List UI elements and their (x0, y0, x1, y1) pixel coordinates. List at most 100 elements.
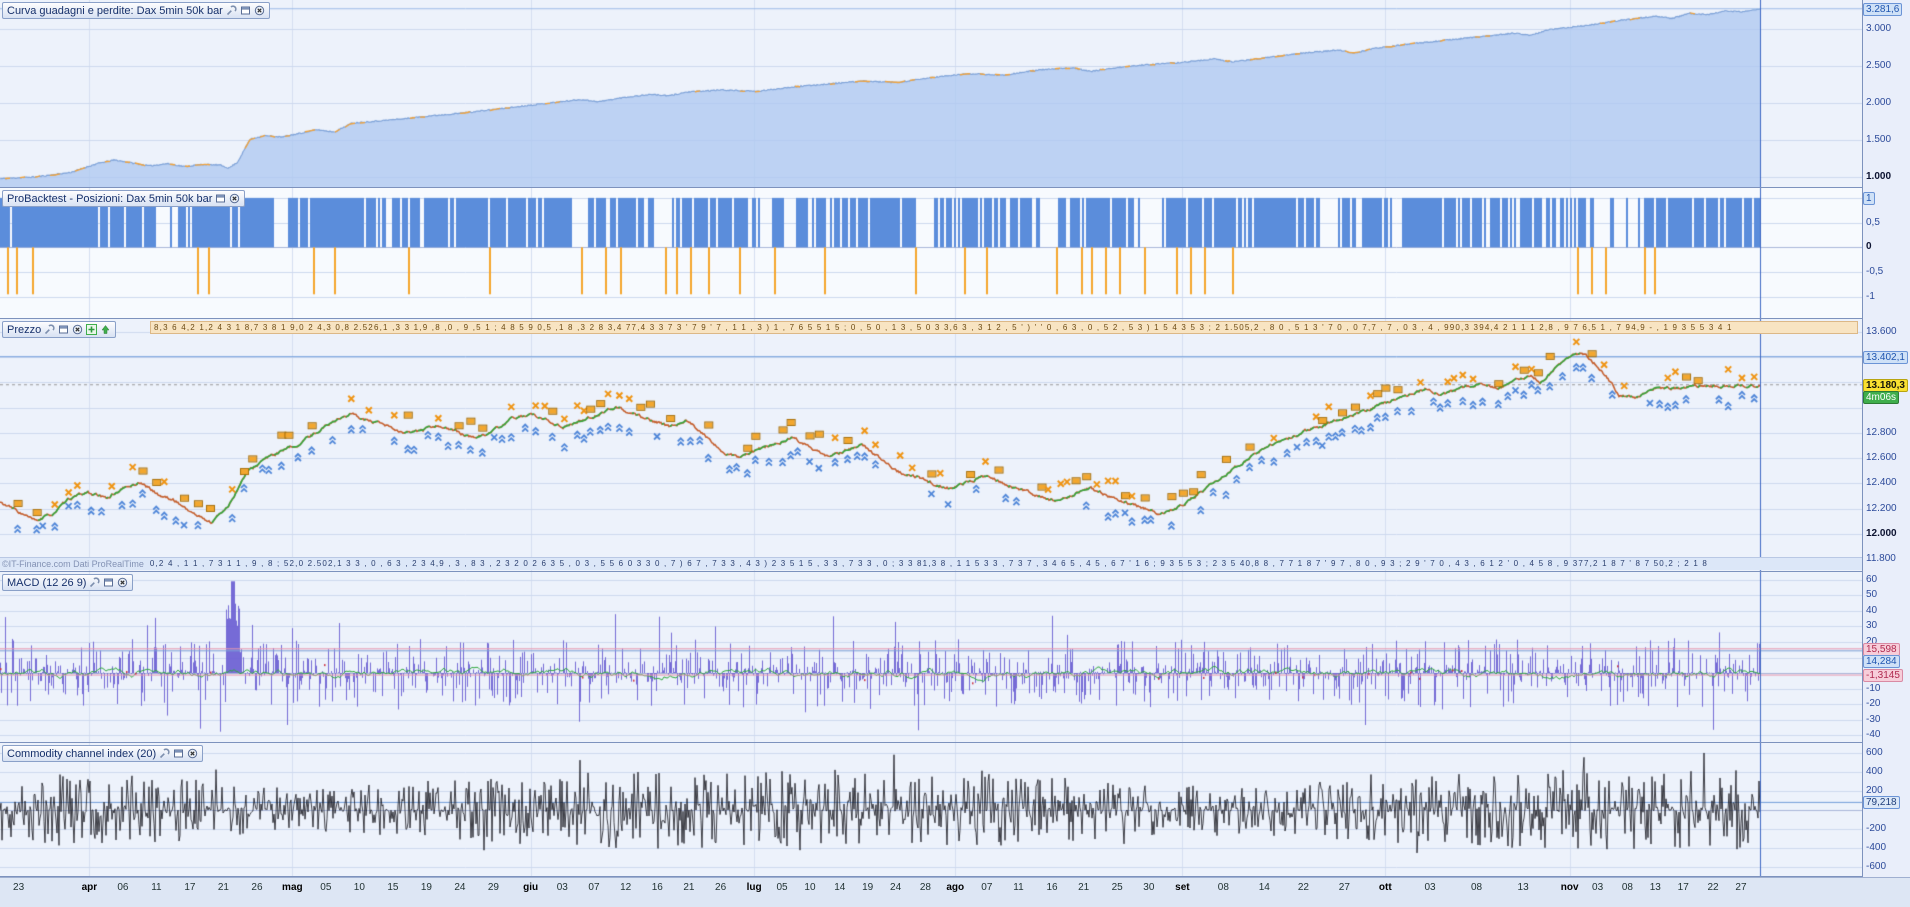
axis-tick-cci: 200 (1866, 784, 1883, 796)
axis-tick-cci: -400 (1866, 842, 1887, 854)
axis-badge-positions: 1 (1863, 191, 1875, 205)
axis-tick-positions: -0,5 (1866, 266, 1884, 278)
macd-chart-canvas[interactable] (0, 572, 1862, 742)
time-label: mag (282, 882, 303, 893)
wrench-icon[interactable] (226, 5, 237, 16)
close-icon[interactable] (187, 748, 198, 759)
axis-tick-cci: 400 (1866, 765, 1883, 777)
axis-tick-positions: -1 (1866, 290, 1875, 302)
close-icon[interactable] (117, 577, 128, 588)
panel-title-macd-label: MACD (12 26 9) (7, 576, 87, 589)
time-label: 19 (420, 882, 432, 893)
panel-title-cci[interactable]: Commodity channel index (20) (2, 745, 204, 762)
price-panel: Prezzo 8,3 6 4,2 1,2 4 3 1 8,7 3 8 1 9,0… (0, 319, 1862, 572)
time-label: 08 (1217, 882, 1229, 893)
time-label: ott (1378, 882, 1392, 893)
time-label: 16 (1046, 882, 1058, 893)
price-chart-canvas[interactable] (0, 319, 1862, 571)
trade-results-values: 0,2 4 , 1 1 , 7 3 1 1 , 9 , 8 ; 52,0 2.5… (149, 559, 1709, 568)
axis-tick-cci: -200 (1866, 823, 1887, 835)
time-label: 14 (1258, 882, 1270, 893)
wrench-icon[interactable] (159, 748, 170, 759)
axis-badge-equity: 3.281,6 (1863, 2, 1903, 16)
maximize-icon[interactable] (58, 324, 69, 335)
time-label: 15 (387, 882, 399, 893)
time-label: 08 (1621, 882, 1633, 893)
time-label: 10 (804, 882, 816, 893)
axis-tick-price: 11.800 (1866, 553, 1896, 565)
panel-title-positions-label: ProBacktest - Posizioni: Dax 5min 50k ba… (7, 192, 213, 205)
axis-tick-equity: 2.500 (1866, 60, 1892, 72)
macd-panel: MACD (12 26 9) (0, 572, 1862, 743)
maximize-icon[interactable] (215, 193, 226, 204)
time-label: 21 (217, 882, 229, 893)
axis-tick-cci: 600 (1866, 746, 1883, 758)
panel-title-equity-label: Curva guadagni e perdite: Dax 5min 50k b… (7, 4, 223, 17)
axis-tick-macd: 50 (1866, 589, 1878, 601)
axis-tick-macd: -30 (1866, 713, 1881, 725)
value-axis-column[interactable]: 3.000 2.500 2.000 1.500 1.000 3.281,6 0,5 0 -0,5… (1862, 0, 1910, 877)
cci-chart-canvas[interactable] (0, 743, 1862, 876)
panel-title-price[interactable]: Prezzo (2, 321, 117, 338)
panel-title-positions[interactable]: ProBacktest - Posizioni: Dax 5min 50k ba… (2, 190, 246, 207)
arrow-up-icon[interactable] (100, 324, 111, 335)
positions-chart-canvas[interactable] (0, 188, 1862, 318)
time-label: 17 (184, 882, 196, 893)
time-label: 24 (454, 882, 466, 893)
axis-tick-equity: 3.000 (1866, 23, 1892, 35)
time-label: 29 (487, 882, 499, 893)
axis-tick-positions: 0 (1866, 241, 1872, 253)
maximize-icon[interactable] (173, 748, 184, 759)
time-label: lug (746, 882, 762, 893)
time-label: 13 (1649, 882, 1661, 893)
close-icon[interactable] (72, 324, 83, 335)
time-label: set (1175, 882, 1190, 893)
time-label: 19 (862, 882, 874, 893)
axis-tick-price: 12.600 (1866, 452, 1897, 464)
panel-title-macd[interactable]: MACD (12 26 9) (2, 574, 134, 591)
time-label: 24 (890, 882, 902, 893)
time-label: 14 (834, 882, 846, 893)
maximize-icon[interactable] (103, 577, 114, 588)
time-label: 03 (556, 882, 568, 893)
axis-tick-positions: 0,5 (1866, 216, 1880, 228)
time-label: 11 (1013, 882, 1024, 893)
time-label: nov (1560, 882, 1579, 893)
wrench-icon[interactable] (44, 324, 55, 335)
axis-badge-macd: -1,3145 (1863, 669, 1903, 683)
equity-chart-canvas[interactable] (0, 0, 1862, 187)
time-label: 16 (651, 882, 663, 893)
time-label: 03 (1424, 882, 1436, 893)
axis-tick-price: 12.800 (1866, 426, 1897, 438)
time-label: 10 (353, 882, 365, 893)
time-label: 25 (1111, 882, 1123, 893)
axis-tick-macd: -10 (1866, 682, 1881, 694)
axis-badge-cci: 79,218 (1863, 796, 1900, 810)
time-label: 05 (776, 882, 788, 893)
axis-badge-macd: 14,284 (1863, 654, 1900, 668)
panel-title-price-label: Prezzo (7, 323, 42, 336)
time-label: giu (523, 882, 539, 893)
plus-icon[interactable] (86, 324, 98, 335)
panel-title-cci-label: Commodity channel index (20) (7, 747, 157, 760)
trade-annotations-strip: 8,3 6 4,2 1,2 4 3 1 8,7 3 8 1 9,0 2 4,3 … (150, 321, 1858, 334)
close-icon[interactable] (254, 5, 265, 16)
wrench-icon[interactable] (89, 577, 101, 588)
time-label: 22 (1707, 882, 1719, 893)
axis-tick-price: 12.200 (1866, 502, 1897, 514)
maximize-icon[interactable] (240, 5, 251, 16)
time-label: 17 (1677, 882, 1689, 893)
time-label: 28 (919, 882, 931, 893)
axis-tick-macd: 30 (1866, 620, 1878, 632)
time-label: apr (81, 882, 98, 893)
time-label: 22 (1297, 882, 1309, 893)
close-icon[interactable] (229, 193, 240, 204)
time-label: 03 (1592, 882, 1604, 893)
time-label: 23 (13, 882, 25, 893)
axis-tick-equity: 2.000 (1866, 97, 1892, 109)
axis-tick-macd: 20 (1866, 635, 1878, 647)
time-label: 13 (1517, 882, 1529, 893)
panel-title-equity[interactable]: Curva guadagni e perdite: Dax 5min 50k b… (2, 2, 270, 19)
time-axis[interactable]: 23 apr 06 11 17 21 26 mag 05 10 15 19 24 29 giu 03 07 12 1… (0, 877, 1910, 907)
axis-tick-macd: 60 (1866, 573, 1878, 585)
